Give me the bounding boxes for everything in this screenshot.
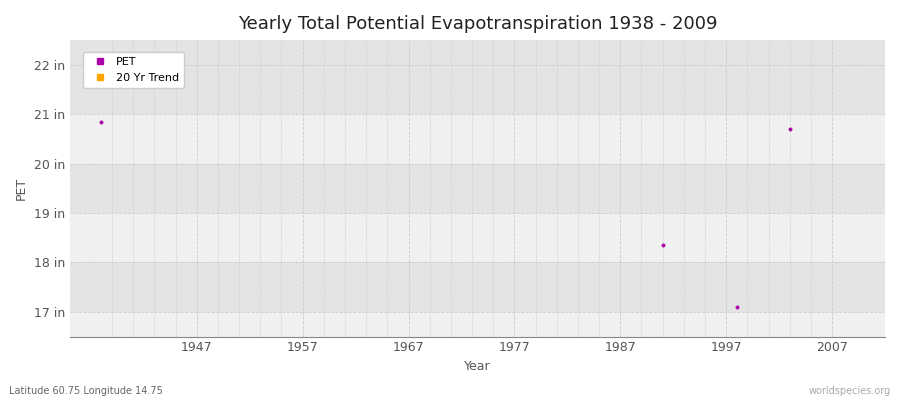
Point (782, 126, 796, 132)
Bar (69, 40, 885, 65)
Y-axis label: PET: PET (15, 177, 28, 200)
Bar (69, 164, 885, 213)
Text: worldspecies.org: worldspecies.org (809, 386, 891, 396)
Title: Yearly Total Potential Evapotranspiration 1938 - 2009: Yearly Total Potential Evapotranspiratio… (238, 15, 717, 33)
Legend: PET, 20 Yr Trend: PET, 20 Yr Trend (84, 52, 184, 88)
Bar (69, 262, 885, 312)
Point (94, 118, 109, 125)
X-axis label: Year: Year (464, 360, 491, 373)
Bar (69, 213, 885, 262)
Bar (69, 65, 885, 114)
Bar (69, 312, 885, 336)
Bar (69, 114, 885, 164)
Point (730, 304, 744, 310)
Point (148, 59, 162, 66)
Point (655, 242, 670, 248)
Text: Latitude 60.75 Longitude 14.75: Latitude 60.75 Longitude 14.75 (9, 386, 163, 396)
